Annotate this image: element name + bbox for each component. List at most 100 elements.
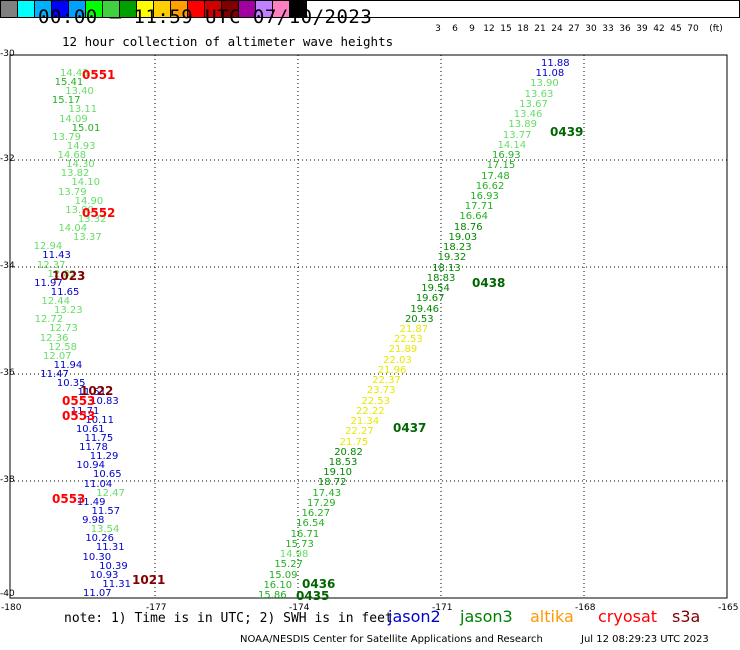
scale-label: 33 <box>602 24 614 34</box>
swh-value: 10.93 <box>89 569 119 581</box>
swh-value: 10.61 <box>75 423 105 435</box>
swh-value: 13.79 <box>57 186 87 198</box>
swh-value: 15.27 <box>274 559 303 571</box>
swh-value: 15.86 <box>258 590 287 601</box>
swh-value: 14.68 <box>57 150 87 162</box>
credit-line: NOAA/NESDIS Center for Satellite Applica… <box>240 634 543 645</box>
scale-label: 18 <box>517 24 529 34</box>
lat-tick-label: -36 <box>0 368 15 378</box>
swh-value: 20.53 <box>404 313 434 325</box>
swh-value: 10.26 <box>85 533 114 545</box>
pass-time-label: 0435 <box>296 589 330 603</box>
swh-value: 19.46 <box>410 303 440 315</box>
swh-value: 19.03 <box>448 231 478 243</box>
satellite-legend-item: altika <box>530 607 574 626</box>
satellite-legend-item: jason2 <box>388 607 441 626</box>
swh-value: 18.23 <box>443 242 472 254</box>
swh-value: 12.47 <box>96 487 125 499</box>
swh-value: 18.13 <box>432 262 461 274</box>
pass-time-label: 0552 <box>82 206 116 220</box>
swh-value: 13.54 <box>90 524 120 536</box>
swh-value: 12.82 <box>47 268 77 280</box>
scale-swatch <box>273 1 290 17</box>
swh-value: 11.31 <box>95 542 125 554</box>
scale-swatch <box>103 1 120 17</box>
pass-time-label: 0553 <box>62 394 96 408</box>
swh-value: 13.77 <box>502 129 532 141</box>
swh-value: 12.94 <box>33 241 63 253</box>
scale-swatch <box>1 1 18 17</box>
scale-label: 45 <box>670 24 682 34</box>
pass-time-label: 0551 <box>82 68 116 82</box>
swh-value: 10.94 <box>76 460 106 472</box>
swh-value: 21.75 <box>339 436 369 448</box>
swh-value: 10.30 <box>82 551 112 563</box>
swh-value: 12.37 <box>36 259 66 271</box>
scale-label: 27 <box>568 24 580 34</box>
swh-value: 16.93 <box>470 191 499 202</box>
swh-value: 18.76 <box>453 221 483 233</box>
swh-value: 16.64 <box>459 211 488 223</box>
lon-tick-label: -177 <box>146 603 167 613</box>
swh-value: 14.90 <box>74 195 104 207</box>
swh-value: 16.54 <box>296 518 325 530</box>
lat-tick-label: -40 <box>0 589 15 599</box>
lon-tick-label: -180 <box>1 603 22 613</box>
swh-value: 14.30 <box>66 159 95 171</box>
swh-value: 22.37 <box>372 375 401 387</box>
swh-value: 16.62 <box>475 180 505 192</box>
swh-value: 14.09 <box>59 113 88 125</box>
scale-label: 3 <box>435 24 441 34</box>
scale-label: 70 <box>687 24 699 34</box>
swh-value: 11.43 <box>42 250 71 262</box>
swh-value: 22.27 <box>345 426 374 438</box>
scale-label: 9 <box>469 24 475 34</box>
lat-tick-label: -38 <box>0 475 15 485</box>
swh-value: 16.27 <box>301 508 331 520</box>
scale-swatch <box>205 1 222 17</box>
swh-value: 21.89 <box>388 344 418 356</box>
swh-value: 13.89 <box>508 119 537 131</box>
scale-swatch <box>137 1 154 17</box>
satellite-legend-item: jason3 <box>460 607 513 626</box>
lon-tick-label: -168 <box>575 603 596 613</box>
swh-value: 21.34 <box>350 416 380 428</box>
swh-value: 10.11 <box>85 414 114 426</box>
scale-label: 15 <box>500 24 512 34</box>
scale-label: 21 <box>534 24 546 34</box>
swh-value: 12.72 <box>34 314 64 326</box>
swh-value: 13.23 <box>53 305 83 317</box>
swh-value: 10.39 <box>99 560 128 572</box>
swh-value: 11.88 <box>541 58 570 69</box>
swh-value: 13.32 <box>77 213 107 225</box>
swh-value: 20.82 <box>334 446 363 458</box>
swh-value: 12.73 <box>49 323 78 335</box>
swh-value: 11.49 <box>76 496 106 508</box>
swh-value: 13.82 <box>60 168 90 180</box>
pass-time-label: 0437 <box>393 421 427 435</box>
timestamp: Jul 12 08:29:23 UTC 2023 <box>581 634 709 645</box>
swh-value: 14.43 <box>60 68 89 79</box>
swh-value: 18.83 <box>426 272 456 284</box>
swh-value: 18.72 <box>317 477 347 489</box>
scale-swatch <box>239 1 256 17</box>
swh-value: 14.98 <box>279 549 309 561</box>
swh-value: 16.71 <box>290 528 320 540</box>
swh-value: 12.36 <box>39 332 69 344</box>
swh-value: 11.57 <box>91 505 121 517</box>
pass-time-label: 1021 <box>132 573 166 587</box>
scale-swatch <box>18 1 35 17</box>
swh-value: 22.53 <box>361 395 391 407</box>
swh-value: 11.94 <box>53 359 83 371</box>
swh-value: 15.09 <box>268 569 298 581</box>
swh-value: 11.71 <box>70 405 100 417</box>
pass-time-label: 1022 <box>80 384 114 398</box>
scale-swatch <box>222 1 239 17</box>
swh-value: 13.67 <box>519 98 548 110</box>
swh-value: 19.32 <box>437 252 467 264</box>
scale-label: 42 <box>653 24 665 34</box>
swh-value: 17.48 <box>481 170 510 182</box>
swh-value: 13.90 <box>65 204 94 216</box>
lon-tick-label: -171 <box>432 603 453 613</box>
